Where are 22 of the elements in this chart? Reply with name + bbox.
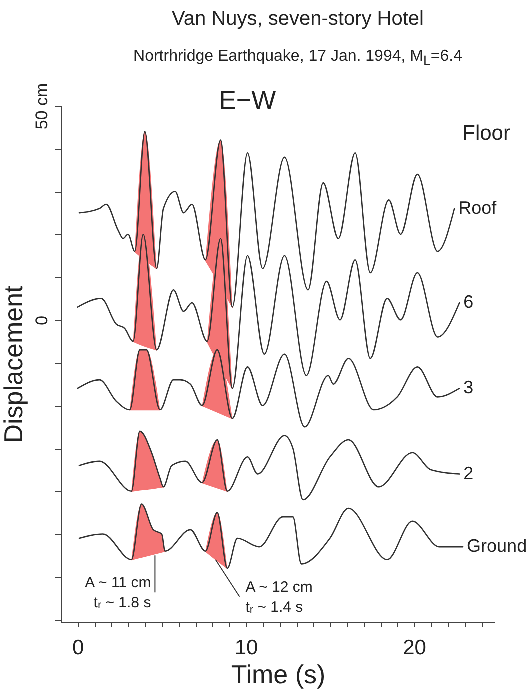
line-series — [77, 234, 460, 390]
annotation: E−W — [219, 85, 277, 115]
annotation: A ~ 11 cm tᵣ ~ 1.8 s — [85, 574, 152, 612]
chart-subtitle: Nortrhridge Earthquake, 17 Jan. 1994, M$_{L}$=6.4 — [132, 48, 464, 68]
line-series — [77, 349, 460, 428]
x-tick-label: 0 — [72, 636, 84, 660]
chart-title: Van Nuys, seven-story Hotel — [171, 8, 425, 31]
series-label: 2 — [464, 463, 474, 484]
series-label: Roof — [458, 198, 498, 218]
annotation: A ~ 12 cm tᵣ ~ 1.4 s — [246, 578, 313, 616]
line-series — [78, 131, 456, 308]
series-label: Ground — [467, 536, 528, 556]
x-axis-title: Time (s) — [231, 660, 326, 690]
line-series — [78, 430, 460, 501]
legend-title: Floor — [462, 122, 510, 145]
y-tick-label: 50 cm — [32, 83, 52, 130]
series-label: 3 — [464, 378, 474, 398]
series-label: 6 — [464, 292, 474, 312]
x-tick-label: 10 — [234, 636, 258, 660]
line-series — [78, 504, 464, 570]
y-axis-title: Displacement — [0, 284, 28, 444]
x-tick-label: 20 — [403, 636, 426, 660]
